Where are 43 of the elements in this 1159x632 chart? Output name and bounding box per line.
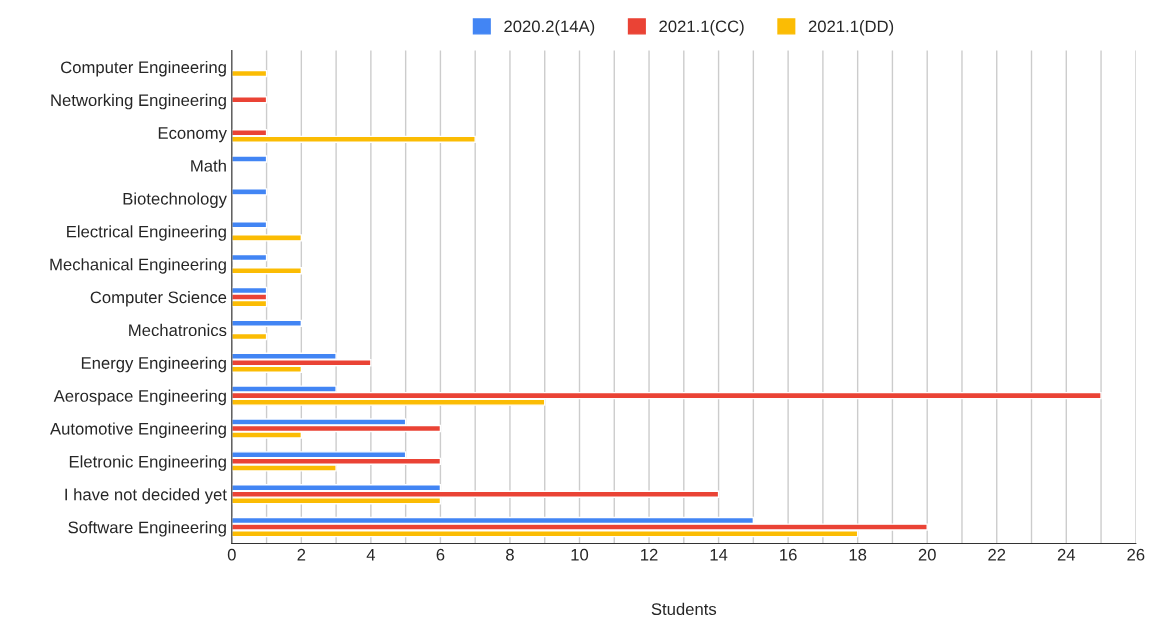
y-tick-label: Energy Engineering xyxy=(81,356,226,373)
bar xyxy=(231,234,303,242)
y-tick-label: Computer Engineering xyxy=(61,60,226,77)
x-tick-label: 4 xyxy=(366,548,376,561)
x-tick-label: 8 xyxy=(506,548,514,561)
bar xyxy=(231,96,268,104)
bar xyxy=(231,319,303,327)
bar xyxy=(231,253,268,262)
bar xyxy=(231,155,268,163)
y-tick-label: Electrical Engineering xyxy=(67,225,226,241)
y-tick-label: Biotechnology xyxy=(123,192,227,208)
bar xyxy=(231,332,268,341)
y-tick-label: Eletronic Engineering xyxy=(69,455,226,471)
y-tick-label: Math xyxy=(191,159,226,172)
bar xyxy=(231,69,268,78)
legend-label: 2021.1(CC) xyxy=(659,20,744,36)
legend-label: 2020.2(14A) xyxy=(504,20,595,36)
y-tick-label: Automotive Engineering xyxy=(50,422,226,438)
x-tick-label: 2 xyxy=(297,548,306,561)
x-tick-label: 26 xyxy=(1127,548,1145,561)
x-axis-title: Students xyxy=(651,602,717,616)
y-tick-label: Mechatronics xyxy=(129,323,227,337)
x-tick-label: 20 xyxy=(918,548,936,561)
y-tick-label: Computer Science xyxy=(90,291,227,307)
bar xyxy=(231,188,268,196)
y-tick-label: Aerospace Engineering xyxy=(53,389,226,406)
y-tick-label: I have not decided yet xyxy=(65,488,227,504)
x-tick-label: 6 xyxy=(436,548,445,561)
x-tick-label: 0 xyxy=(227,548,236,561)
y-tick-label: Mechanical Engineering xyxy=(50,258,226,274)
x-tick-label: 24 xyxy=(1057,548,1076,561)
x-tick-label: 12 xyxy=(641,548,658,561)
x-tick-label: 14 xyxy=(710,548,728,561)
legend-label: 2021.1(DD) xyxy=(808,20,894,36)
y-tick-label: Economy xyxy=(158,127,227,143)
y-tick-label: Software Engineering xyxy=(68,521,226,537)
y-tick-label: Networking Engineering xyxy=(51,93,226,110)
x-tick-label: 22 xyxy=(988,548,1006,561)
bar xyxy=(231,221,268,229)
x-tick-label: 16 xyxy=(780,548,797,561)
x-tick-label: 18 xyxy=(849,548,867,561)
x-tick-label: 10 xyxy=(571,548,589,561)
bar xyxy=(231,267,303,275)
